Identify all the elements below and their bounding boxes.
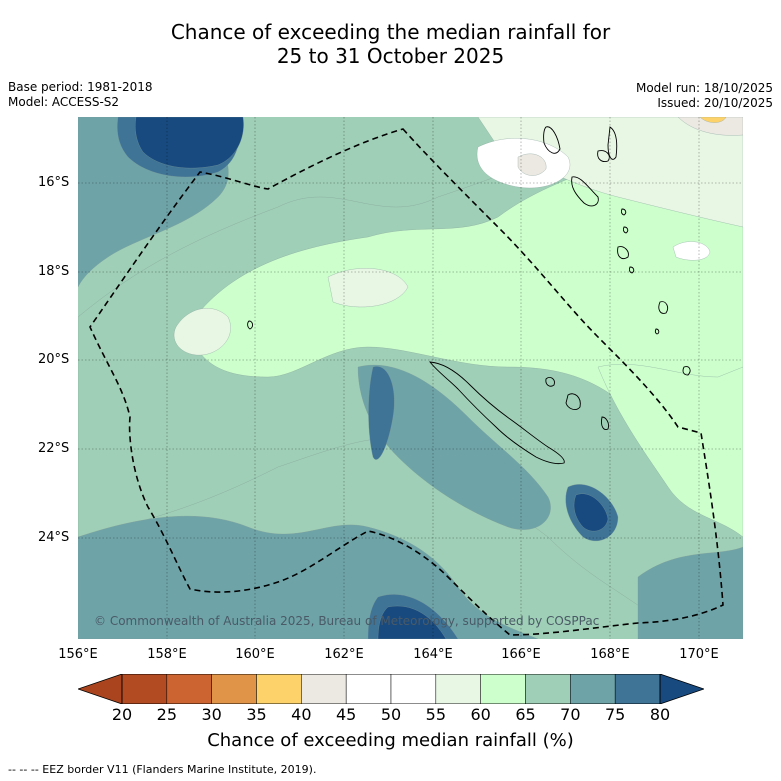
graticule: [78, 117, 743, 639]
vanuatu-malekula: [571, 176, 599, 207]
contour-85-south: [377, 605, 447, 639]
new-caledonia-outline: [429, 361, 565, 465]
map-title-line2: 25 to 31 October 2025: [276, 44, 505, 68]
lon-label-162e: 162°E: [324, 647, 364, 662]
chesterfield-islet: [247, 320, 253, 330]
vanuatu-erromango: [617, 246, 629, 259]
issued-date: Issued: 20/10/2025: [657, 96, 773, 110]
colorbar-tick-label: 55: [425, 705, 447, 724]
colorbar-segment: [525, 674, 571, 704]
loyalty-island-3: [601, 416, 609, 430]
colorbar-segment: [166, 674, 212, 704]
lon-label-156e: 156°E: [58, 647, 98, 662]
contour-50-east: [672, 241, 711, 261]
contour-45-ne: [677, 117, 743, 136]
colorbar-label: Chance of exceeding median rainfall (%): [207, 730, 574, 751]
coastlines: [247, 126, 691, 465]
colorbar-extend-low: [78, 674, 123, 704]
colorbar-tick-label: 70: [560, 705, 581, 724]
vanuatu-ambrym: [607, 126, 618, 160]
rainfall-map: © Commonwealth of Australia 2025, Bureau…: [78, 117, 743, 639]
loyalty-island-2: [565, 393, 581, 410]
colorbar-tick-label: 25: [156, 705, 178, 724]
lon-label-166e: 166°E: [501, 647, 541, 662]
contour-75-east: [637, 546, 743, 639]
model-run: Model run: 18/10/2025: [635, 81, 773, 95]
matthew-island: [654, 328, 660, 335]
colorbar-segment: [256, 674, 302, 704]
model-name: Model: ACCESS-S2: [8, 95, 120, 109]
colorbar-segment: [435, 674, 481, 704]
loyalty-island-1: [545, 376, 555, 387]
base-period: Base period: 1981-2018: [8, 80, 153, 94]
colorbar-tick-label: 20: [111, 705, 133, 724]
colorbar-segment: [211, 674, 257, 704]
colorbar-segment: [301, 674, 347, 704]
colorbar-tick-label: 30: [201, 705, 222, 724]
contour-65-east: [597, 364, 743, 538]
vanuatu-small-3: [628, 266, 635, 274]
contour-60-mid: [327, 268, 409, 308]
vanuatu-small-2: [622, 226, 629, 234]
vanuatu-efate: [597, 150, 610, 162]
colorbar-segment: [570, 674, 616, 704]
colorbar-extend-high: [659, 674, 704, 704]
meta-right: Model run: 18/10/2025 Issued: 20/10/2025: [636, 81, 773, 111]
contour-45-north: [517, 153, 547, 176]
lat-label-18s: 18°S: [38, 264, 70, 279]
colorbar-segment: [480, 674, 526, 704]
copyright-notice: © Commonwealth of Australia 2025, Bureau…: [94, 614, 599, 628]
contour-85-nw: [135, 117, 244, 169]
vanuatu-small-1: [620, 208, 627, 216]
contour-80-center: [368, 366, 395, 460]
colorbar-segment: [390, 674, 437, 704]
colorbar-tick-label: 65: [515, 705, 536, 724]
colorbar-segment: [614, 674, 661, 704]
colorbar-segment: [345, 674, 392, 704]
lon-label-168e: 168°E: [590, 647, 630, 662]
colorbar: [78, 674, 704, 704]
contour-75-center: [357, 364, 551, 530]
contour-60-west: [173, 308, 231, 356]
eez-legend-note: -- -- -- EEZ border V11 (Flanders Marine…: [8, 763, 317, 776]
lat-label-20s: 20°S: [38, 352, 70, 367]
contour-85-se: [573, 493, 609, 532]
colorbar-tick-label: 40: [291, 705, 312, 724]
vanuatu-espiritu-santo: [543, 126, 561, 154]
colorbar-tick-label: 60: [470, 705, 491, 724]
vanuatu-tanna: [658, 301, 669, 314]
colorbar-tick-label: 80: [649, 705, 671, 724]
colorbar-frame: [121, 674, 661, 704]
lon-label-164e: 164°E: [413, 647, 453, 662]
lon-label-160e: 160°E: [235, 647, 275, 662]
eez-border: [89, 128, 724, 636]
colorbar-tick-label: 35: [246, 705, 267, 724]
colorbar-tick-label: 45: [335, 705, 357, 724]
lon-label-158e: 158°E: [147, 647, 187, 662]
colorbar-tick-label: 75: [604, 705, 626, 724]
vanuatu-aneityum: [682, 366, 691, 376]
meta-left: Base period: 1981-2018 Model: ACCESS-S2: [8, 80, 153, 110]
colorbar-tick-label: 50: [380, 705, 402, 724]
map-title-line1: Chance of exceeding the median rainfall …: [170, 20, 611, 44]
colorbar-segment: [121, 674, 168, 704]
contour-35-ne: [699, 117, 727, 123]
lat-label-22s: 22°S: [38, 441, 70, 456]
lon-label-170e: 170°E: [679, 647, 719, 662]
lat-label-16s: 16°S: [38, 175, 70, 190]
lat-label-24s: 24°S: [38, 530, 70, 545]
